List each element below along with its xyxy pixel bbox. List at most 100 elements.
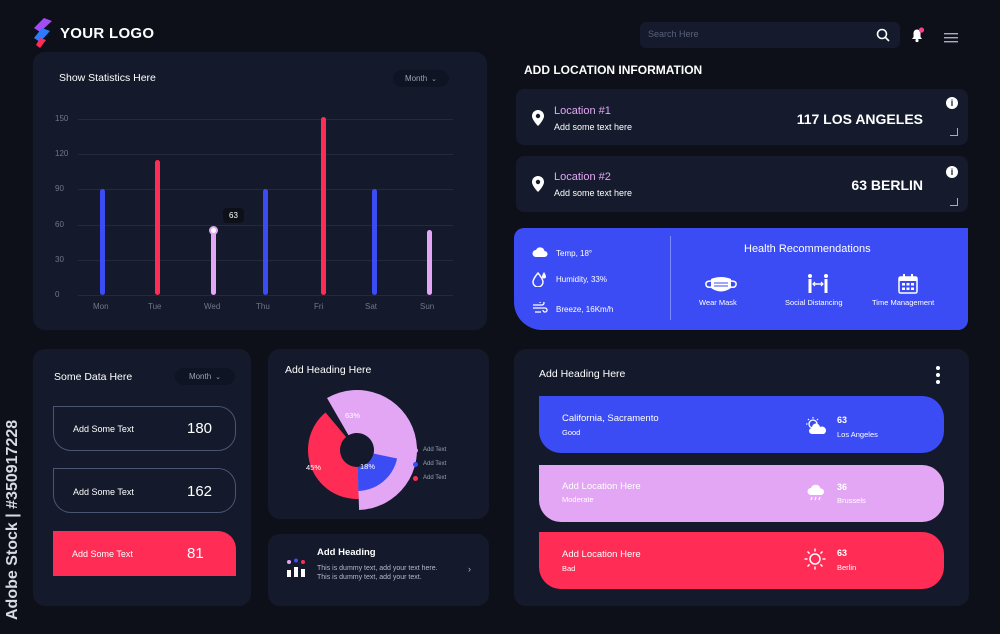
info-icon[interactable]: i <box>946 97 958 109</box>
info-icon[interactable]: i <box>946 166 958 178</box>
donut-panel: Add Heading Here 63% 45% 18% Add Text Ad… <box>268 349 489 519</box>
humidity-text: Humidity, 33% <box>556 275 607 284</box>
logo-icon <box>34 18 52 48</box>
location-name: Location #2 <box>554 171 611 183</box>
city-weather-panel: Add Heading Here California, Sacramento … <box>514 349 969 606</box>
wind-icon <box>533 302 548 313</box>
city-weather-title: Add Heading Here <box>539 368 626 380</box>
info-line-1: This is dummy text, add your text here. <box>317 565 438 572</box>
chevron-right-icon[interactable]: › <box>468 564 471 574</box>
bar-wed[interactable] <box>210 230 216 295</box>
location-desc: Add some text here <box>554 122 633 132</box>
notification-bell-icon[interactable] <box>909 27 925 48</box>
location-desc: Add some text here <box>554 188 633 198</box>
menu-icon[interactable] <box>944 30 958 48</box>
donut-title: Add Heading Here <box>285 364 372 376</box>
location-card-1[interactable]: Location #1 Add some text here 117 LOS A… <box>516 89 968 145</box>
bar-fri[interactable] <box>320 116 326 295</box>
data-card-3[interactable]: Add Some Text 81 <box>53 531 236 576</box>
data-card-value: 81 <box>187 545 204 562</box>
humidity-icon <box>532 271 546 287</box>
info-card[interactable]: Add Heading This is dummy text, add your… <box>268 534 489 606</box>
map-pin-icon <box>532 110 544 126</box>
slice-label-blue: 18% <box>360 462 376 471</box>
x-tick-label: Tue <box>148 302 162 311</box>
city-name: Add Location Here <box>562 549 641 560</box>
bar-mon[interactable] <box>99 189 105 295</box>
watermark-text: Adobe Stock | #350917228 <box>4 419 21 620</box>
bar-sat[interactable] <box>371 189 377 295</box>
city-row-2[interactable]: Add Location Here Moderate 36 Brussels <box>539 465 944 522</box>
x-tick-label: Wed <box>204 302 221 311</box>
data-card-value: 162 <box>187 483 213 500</box>
slice-pink[interactable] <box>327 390 417 510</box>
health-title: Health Recommendations <box>744 243 871 255</box>
grid-line <box>78 295 453 296</box>
map-pin-icon <box>532 176 544 192</box>
cloud-icon <box>532 247 548 257</box>
highlight-point[interactable] <box>208 225 218 235</box>
some-data-panel: Some Data Here Month ⌄ Add Some Text 180… <box>33 349 251 606</box>
legend-item: Add Text <box>413 443 446 457</box>
location-value: 117 LOS ANGELES <box>796 111 923 127</box>
city-status: Bad <box>562 564 576 573</box>
grid-line <box>78 119 453 120</box>
corner-icon <box>950 128 958 136</box>
chart-people-icon <box>287 558 305 577</box>
city-row-3[interactable]: Add Location Here Bad 63 Berlin <box>539 532 944 589</box>
divider <box>670 236 671 320</box>
bar-tue[interactable] <box>154 160 160 295</box>
city-name: California, Sacramento <box>562 413 659 424</box>
logo-text: YOUR LOGO <box>60 24 155 42</box>
x-tick-label: Thu <box>256 302 270 311</box>
legend-item: Add Text <box>413 457 446 471</box>
chevron-down-icon: ⌄ <box>431 75 438 83</box>
data-card-value: 180 <box>187 420 213 437</box>
slice-label-pink: 63% <box>345 411 361 420</box>
donut-chart <box>308 390 417 510</box>
some-data-period-select[interactable]: Month ⌄ <box>175 368 235 385</box>
info-title: Add Heading <box>317 547 376 558</box>
data-card-2[interactable]: Add Some Text 162 <box>53 468 236 513</box>
city-row-1[interactable]: California, Sacramento Good 63 Los Angel… <box>539 396 944 453</box>
breeze-text: Breeze, 16Km/h <box>556 305 614 314</box>
city-status: Moderate <box>562 495 594 504</box>
social-distancing-icon <box>808 274 828 293</box>
data-card-label: Add Some Text <box>72 549 133 559</box>
search-icon[interactable] <box>876 28 890 42</box>
slice-blue[interactable] <box>357 453 398 491</box>
city-status: Good <box>562 428 581 437</box>
rec-label: Wear Mask <box>699 298 737 307</box>
y-tick-label: 30 <box>55 254 64 264</box>
some-data-title: Some Data Here <box>54 371 133 383</box>
search-placeholder: Search Here <box>648 29 699 39</box>
grid-line <box>78 154 453 156</box>
location-section-title: ADD LOCATION INFORMATION <box>524 63 703 77</box>
bar-thu[interactable] <box>262 189 268 295</box>
location-value: 63 BERLIN <box>851 177 923 193</box>
y-tick-label: 60 <box>55 219 64 229</box>
city-city: Berlin <box>837 563 857 572</box>
city-city: Los Angeles <box>837 430 878 439</box>
corner-icon <box>950 198 958 206</box>
location-card-2[interactable]: Location #2 Add some text here 63 BERLIN… <box>516 156 968 212</box>
more-options-icon[interactable] <box>936 366 940 384</box>
city-temp: 63 <box>837 548 848 558</box>
rec-label: Social Distancing <box>785 298 843 307</box>
logo[interactable]: YOUR LOGO <box>34 18 154 48</box>
x-tick-label: Fri <box>314 302 324 311</box>
city-name: Add Location Here <box>562 481 641 492</box>
y-tick-label: 120 <box>55 149 69 159</box>
statistics-panel: Show Statistics Here Month ⌄ 0 30 60 90 120 1… <box>33 52 487 330</box>
stats-period-select[interactable]: Month ⌄ <box>393 70 449 87</box>
search-bar[interactable]: Search Here <box>640 22 900 48</box>
calendar-icon <box>898 274 918 294</box>
y-tick-label: 0 <box>55 290 60 299</box>
slice-red[interactable] <box>308 412 359 499</box>
bar-sun[interactable] <box>426 230 432 295</box>
tooltip: 63 <box>223 208 244 224</box>
some-data-period-label: Month <box>188 372 212 381</box>
bar-chart: 0 30 60 90 120 150 Mon Tue Wed Thu Fri Sat Sun 63 <box>33 52 487 330</box>
data-card-1[interactable]: Add Some Text 180 <box>53 406 236 451</box>
y-tick-label: 150 <box>55 114 69 123</box>
